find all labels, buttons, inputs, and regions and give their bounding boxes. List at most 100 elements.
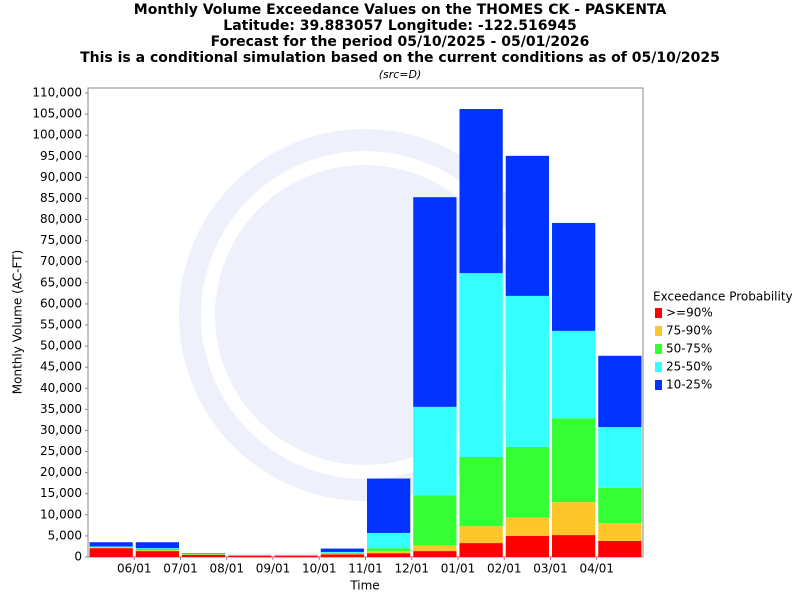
bar-segment xyxy=(598,487,642,524)
bar-segment xyxy=(459,526,503,544)
bar-segment xyxy=(320,554,364,557)
note: (src=D) xyxy=(379,68,422,81)
legend-swatch xyxy=(655,380,662,390)
bar-segment xyxy=(459,273,503,458)
y-tick-label: 100,000 xyxy=(32,128,82,142)
x-tick-label: 11/01 xyxy=(348,562,383,576)
bar-segment xyxy=(367,478,411,533)
y-tick-label: 5,000 xyxy=(48,528,82,542)
bar-segment xyxy=(367,551,411,554)
y-tick-label: 105,000 xyxy=(32,107,82,121)
legend-swatch xyxy=(655,308,662,318)
bar-segment xyxy=(89,542,133,547)
x-tick-label: 03/01 xyxy=(533,562,568,576)
x-axis-label: Time xyxy=(349,579,379,593)
bar-segment xyxy=(552,418,596,503)
x-tick-label: 10/01 xyxy=(302,562,337,576)
bar-segment xyxy=(505,535,549,557)
y-tick-label: 45,000 xyxy=(40,360,82,374)
y-tick-label: 30,000 xyxy=(40,423,82,437)
x-tick-label: 08/01 xyxy=(209,562,244,576)
x-tick-label: 09/01 xyxy=(256,562,291,576)
bar-segment xyxy=(505,517,549,536)
bar-segment xyxy=(459,543,503,557)
bar-segment xyxy=(367,548,411,552)
bar-segment xyxy=(459,457,503,527)
bar-segment xyxy=(413,551,457,557)
bar-segment xyxy=(598,355,642,428)
bar-segment xyxy=(413,406,457,496)
y-tick-label: 75,000 xyxy=(40,233,82,247)
x-tick-label: 04/01 xyxy=(579,562,614,576)
bar-segment xyxy=(413,197,457,407)
title-line: This is a conditional simulation based o… xyxy=(80,50,720,66)
title-line: Monthly Volume Exceedance Values on the … xyxy=(134,2,667,18)
x-tick-label: 01/01 xyxy=(441,562,476,576)
y-tick-label: 85,000 xyxy=(40,191,82,205)
bar-segment xyxy=(552,535,596,557)
y-tick-label: 90,000 xyxy=(40,170,82,184)
bar-segment xyxy=(505,155,549,296)
bar-segment xyxy=(135,550,179,552)
y-tick-label: 35,000 xyxy=(40,402,82,416)
y-tick-label: 40,000 xyxy=(40,381,82,395)
bar-segment xyxy=(135,542,179,549)
bar-segment xyxy=(135,548,179,551)
bar-segment xyxy=(135,548,179,549)
x-tick-label: 12/01 xyxy=(394,562,429,576)
bar-segment xyxy=(320,553,364,555)
bar-segment xyxy=(89,546,133,548)
y-tick-label: 0 xyxy=(74,550,82,564)
bar-segment xyxy=(320,548,364,552)
bar-segment xyxy=(598,427,642,488)
x-tick-label: 02/01 xyxy=(487,562,522,576)
bar-segment xyxy=(135,551,179,557)
legend-label: 50-75% xyxy=(666,342,712,356)
legend-swatch xyxy=(655,344,662,354)
bar-segment xyxy=(552,502,596,536)
legend-title: Exceedance Probability xyxy=(653,290,793,304)
bar-segment xyxy=(367,553,411,557)
x-tick-label: 06/01 xyxy=(117,562,152,576)
y-tick-label: 80,000 xyxy=(40,212,82,226)
y-tick-label: 50,000 xyxy=(40,339,82,353)
y-tick-label: 95,000 xyxy=(40,149,82,163)
legend-label: 10-25% xyxy=(666,378,712,392)
y-tick-label: 110,000 xyxy=(32,86,82,100)
legend-swatch xyxy=(655,362,662,372)
legend-label: 75-90% xyxy=(666,324,712,338)
bar-segment xyxy=(413,495,457,546)
legend-label: 25-50% xyxy=(666,360,712,374)
bar-segment xyxy=(367,532,411,549)
title-line: Forecast for the period 05/10/2025 - 05/… xyxy=(211,34,590,50)
bar-segment xyxy=(505,295,549,447)
bar-segment xyxy=(505,446,549,518)
y-axis-label: Monthly Volume (AC-FT) xyxy=(11,250,25,394)
y-tick-label: 55,000 xyxy=(40,318,82,332)
bar-segment xyxy=(89,548,133,557)
bar-segment xyxy=(459,109,503,274)
legend-swatch xyxy=(655,326,662,336)
bar-segment xyxy=(552,330,596,419)
bar-segment xyxy=(320,551,364,553)
bar-segment xyxy=(228,555,272,557)
x-tick-label: 07/01 xyxy=(163,562,198,576)
bar-segment xyxy=(182,554,226,557)
bar-segment xyxy=(552,222,596,331)
y-tick-label: 65,000 xyxy=(40,275,82,289)
bar-segment xyxy=(598,540,642,557)
y-tick-label: 25,000 xyxy=(40,444,82,458)
y-tick-label: 70,000 xyxy=(40,254,82,268)
bar-segment xyxy=(320,552,364,554)
bar-segment xyxy=(413,545,457,552)
y-tick-label: 60,000 xyxy=(40,296,82,310)
legend-label: >=90% xyxy=(666,306,713,320)
bar-segment xyxy=(598,523,642,541)
y-tick-label: 15,000 xyxy=(40,486,82,500)
y-tick-label: 20,000 xyxy=(40,465,82,479)
y-tick-label: 10,000 xyxy=(40,507,82,521)
title-line: Latitude: 39.883057 Longitude: -122.5169… xyxy=(223,18,576,34)
bar-segment xyxy=(274,555,318,557)
